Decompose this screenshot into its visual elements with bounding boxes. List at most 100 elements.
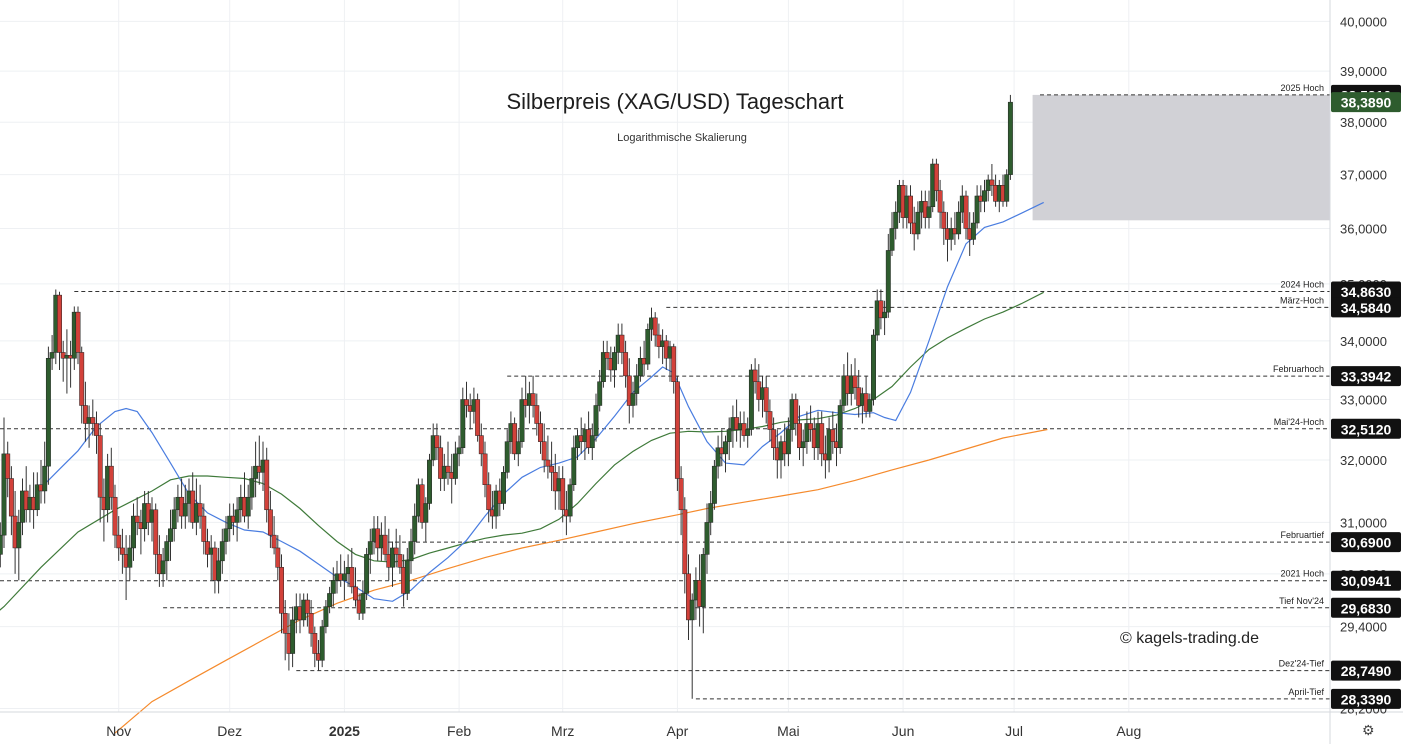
candle-body: [249, 478, 255, 498]
settings-gear-icon[interactable]: ⚙: [1362, 722, 1375, 738]
candle: [131, 503, 136, 561]
candle-body: [512, 423, 518, 455]
candle: [541, 423, 547, 473]
candle: [804, 411, 810, 454]
candle: [460, 387, 466, 454]
candle-body: [785, 429, 791, 455]
level-price-value: 29,6830: [1341, 600, 1392, 616]
candle-body: [475, 399, 481, 436]
candle-body: [723, 441, 728, 455]
candle-body: [604, 352, 610, 359]
candle: [982, 179, 987, 213]
level-name-label: Februartief: [1280, 530, 1324, 540]
candle: [123, 535, 129, 601]
candle-body: [393, 547, 399, 555]
level-name-label: April-Tief: [1288, 687, 1324, 697]
candle: [216, 547, 222, 594]
candle: [1004, 169, 1010, 207]
candle-body: [926, 206, 932, 218]
x-tick-label: Nov: [106, 723, 131, 739]
candle: [360, 580, 366, 620]
candle-body: [634, 375, 640, 394]
candle-body: [112, 496, 118, 536]
candle: [597, 369, 603, 412]
candle: [119, 528, 125, 574]
candle-body: [612, 352, 617, 371]
chart-subtitle: Logarithmische Skalierung: [617, 132, 747, 144]
candle: [501, 466, 506, 510]
candle: [704, 503, 710, 574]
level-price-tag-bg: [1331, 281, 1401, 302]
candle: [800, 429, 806, 467]
y-tick-label: 37,0000: [1340, 168, 1387, 183]
candle: [234, 497, 240, 542]
candle-body: [57, 294, 62, 353]
candle-body: [49, 352, 55, 359]
candle-body: [982, 190, 987, 202]
level-price-tag: 28,3390: [1331, 688, 1401, 709]
candle-body: [367, 541, 373, 555]
candle: [908, 185, 913, 234]
candle: [182, 484, 188, 529]
watermark: © kagels-trading.de: [1120, 630, 1259, 647]
x-tick-label: 2025: [329, 723, 360, 739]
candle-body: [464, 399, 469, 406]
candle: [434, 423, 440, 461]
candle: [282, 600, 288, 661]
candle-body: [382, 534, 388, 555]
candle-body: [312, 633, 318, 654]
level-price-tag: 33,3942: [1331, 366, 1401, 387]
candle: [201, 503, 207, 555]
candle: [512, 417, 518, 461]
candle-body: [970, 222, 976, 240]
candle: [741, 411, 747, 442]
level-price-tag-bg: [1331, 660, 1401, 681]
candle-body: [423, 503, 429, 523]
candle-body: [275, 547, 281, 568]
candle: [837, 399, 843, 454]
candle: [560, 466, 566, 523]
candle: [519, 387, 525, 448]
candle: [619, 323, 625, 365]
candle: [830, 411, 836, 454]
candle: [808, 405, 814, 442]
level-price-value: 34,5840: [1341, 300, 1392, 316]
candle: [763, 375, 769, 424]
level-name-label: Tief Nov'24: [1279, 596, 1324, 606]
candle-body: [519, 399, 525, 442]
candle-body: [119, 547, 125, 555]
candle: [79, 346, 85, 424]
candle: [852, 358, 858, 400]
candle: [168, 509, 173, 561]
candle: [445, 441, 451, 485]
candle: [571, 435, 577, 491]
y-tick-label: 29,4000: [1340, 620, 1387, 635]
candle-body: [652, 317, 658, 336]
candle-body: [319, 626, 325, 661]
candle-body: [323, 606, 329, 627]
candle-body: [963, 195, 969, 229]
last-price-tag: 38,3890: [1331, 92, 1401, 113]
x-tick-label: Jul: [1005, 723, 1023, 739]
level-price-tag-bg: [1331, 418, 1401, 439]
candle: [726, 417, 732, 461]
candle-body: [267, 509, 273, 536]
candle: [567, 478, 573, 523]
candle: [108, 447, 114, 510]
candle-body: [567, 484, 573, 517]
candle: [819, 411, 825, 467]
candle-body: [34, 484, 40, 511]
candle: [974, 185, 980, 229]
candle-body: [623, 352, 629, 377]
candle: [390, 541, 395, 587]
candle-body: [708, 503, 714, 523]
candle: [452, 441, 458, 485]
candle-body: [330, 580, 336, 594]
level-price-value: 28,7490: [1341, 663, 1392, 679]
candle-body: [630, 393, 636, 406]
candle: [308, 600, 314, 647]
candle: [793, 393, 799, 436]
candle: [767, 399, 773, 442]
